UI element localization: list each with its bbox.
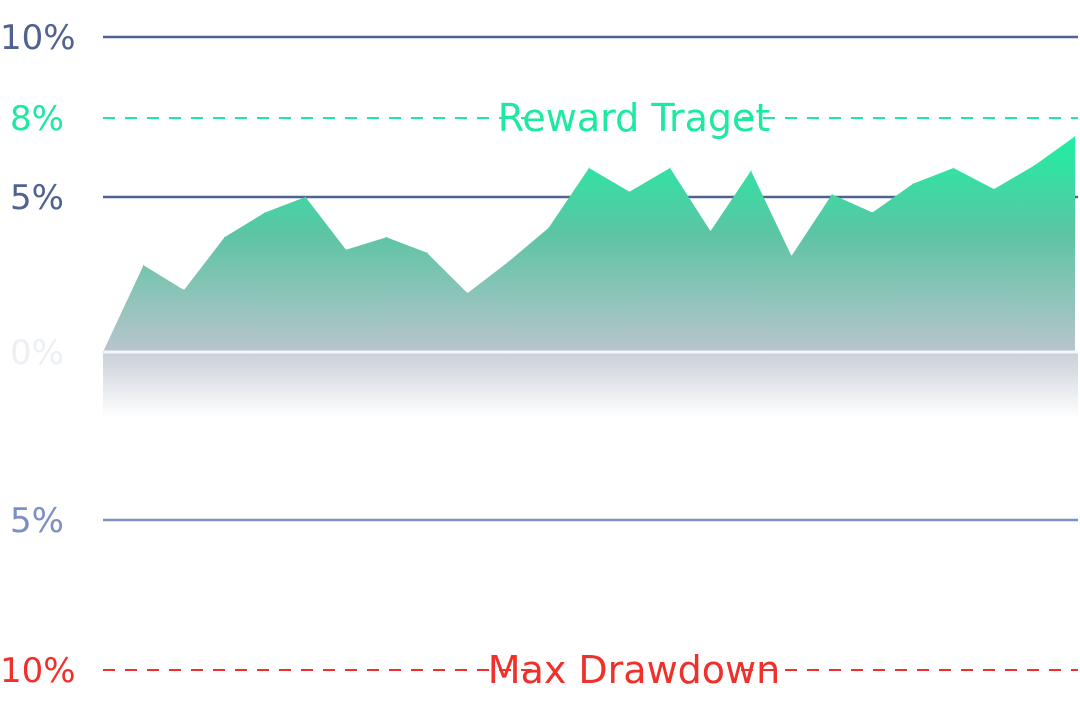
y-tick-label: 0%: [10, 333, 64, 373]
data-point-0: [102, 351, 104, 353]
performance-area: [103, 136, 1075, 352]
data-point-18: [831, 193, 833, 195]
data-point-3: [224, 236, 225, 238]
data-point-20: [912, 183, 914, 185]
data-point-6: [345, 249, 347, 251]
annotation-background: [526, 90, 742, 146]
data-point-2: [183, 289, 185, 291]
data-point-21: [953, 167, 954, 169]
y-tick-label: 5%: [10, 501, 64, 541]
data-point-8: [426, 252, 428, 254]
below-zero-band: [103, 352, 1078, 418]
data-point-4: [264, 212, 266, 213]
data-point-24: [1074, 135, 1076, 137]
data-point-22: [993, 188, 995, 190]
data-point-5: [305, 196, 306, 198]
annotation-label: Reward Traget: [498, 96, 771, 140]
data-point-13: [629, 191, 630, 193]
data-point-14: [669, 167, 671, 169]
annotation-background: [532, 642, 736, 698]
data-point-7: [386, 236, 387, 238]
data-point-10: [507, 261, 509, 263]
y-tick-label: 10%: [0, 18, 76, 58]
y-tick-labels: 10% 8% 5% 0% 5% 10%: [0, 18, 76, 691]
y-tick-label: 8%: [10, 99, 64, 139]
data-point-23: [1034, 164, 1035, 166]
y-tick-label: 5%: [10, 178, 64, 218]
data-point-1: [143, 264, 144, 266]
data-point-19: [872, 212, 873, 213]
data-point-12: [588, 167, 590, 169]
y-tick-label: 10%: [0, 651, 76, 691]
annotations: Reward Traget Max Drawdown: [488, 90, 780, 698]
data-point-9: [467, 292, 468, 294]
data-point-15: [710, 230, 711, 232]
annotation-label: Max Drawdown: [488, 648, 780, 692]
data-point-17: [791, 255, 792, 257]
data-point-11: [548, 227, 549, 229]
data-point-16: [750, 170, 752, 172]
